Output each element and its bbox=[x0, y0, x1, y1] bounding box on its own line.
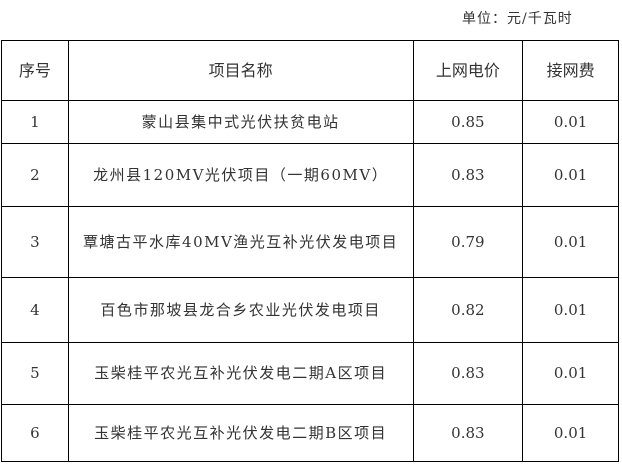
price-table: 序号 项目名称 上网电价 接网费 1 蒙山县集中式光伏扶贫电站 0.85 0.0… bbox=[1, 40, 619, 462]
cell-no: 1 bbox=[1, 100, 69, 144]
table-row: 5 玉柴桂平农光互补光伏发电二期A区项目 0.83 0.01 bbox=[1, 342, 619, 405]
cell-no: 6 bbox=[1, 404, 69, 462]
cell-name: 蒙山县集中式光伏扶贫电站 bbox=[67, 100, 414, 144]
table-row: 1 蒙山县集中式光伏扶贫电站 0.85 0.01 bbox=[1, 100, 619, 144]
cell-name: 覃塘古平水库40MV渔光互补光伏发电项目 bbox=[67, 206, 414, 278]
cell-name: 百色市那坡县龙合乡农业光伏发电项目 bbox=[67, 277, 414, 343]
cell-name: 玉柴桂平农光互补光伏发电二期A区项目 bbox=[67, 342, 414, 405]
table-row: 4 百色市那坡县龙合乡农业光伏发电项目 0.82 0.01 bbox=[1, 277, 619, 343]
cell-fee: 0.01 bbox=[522, 143, 619, 207]
cell-no: 2 bbox=[1, 143, 69, 207]
cell-price: 0.83 bbox=[412, 342, 524, 405]
cell-fee: 0.01 bbox=[522, 206, 619, 278]
cell-no: 3 bbox=[1, 206, 69, 278]
cell-fee: 0.01 bbox=[522, 100, 619, 144]
cell-price: 0.83 bbox=[412, 143, 524, 207]
cell-name: 龙州县120MV光伏项目（一期60MV） bbox=[67, 143, 414, 207]
cell-no: 5 bbox=[1, 342, 69, 405]
cell-no: 4 bbox=[1, 277, 69, 343]
header-price: 上网电价 bbox=[412, 40, 524, 101]
cell-price: 0.85 bbox=[412, 100, 524, 144]
cell-price: 0.79 bbox=[412, 206, 524, 278]
cell-name: 玉柴桂平农光互补光伏发电二期B区项目 bbox=[67, 404, 414, 462]
cell-price: 0.82 bbox=[412, 277, 524, 343]
cell-fee: 0.01 bbox=[522, 404, 619, 462]
table-row: 2 龙州县120MV光伏项目（一期60MV） 0.83 0.01 bbox=[1, 143, 619, 207]
header-name: 项目名称 bbox=[67, 40, 414, 101]
cell-price: 0.83 bbox=[412, 404, 524, 462]
cell-fee: 0.01 bbox=[522, 342, 619, 405]
cell-fee: 0.01 bbox=[522, 277, 619, 343]
table-row: 3 覃塘古平水库40MV渔光互补光伏发电项目 0.79 0.01 bbox=[1, 206, 619, 278]
table-row: 6 玉柴桂平农光互补光伏发电二期B区项目 0.83 0.01 bbox=[1, 404, 619, 462]
unit-note: 单位：元/千瓦时 bbox=[462, 11, 573, 27]
header-fee: 接网费 bbox=[522, 40, 619, 101]
header-no: 序号 bbox=[1, 40, 69, 101]
table-header-row: 序号 项目名称 上网电价 接网费 bbox=[1, 40, 619, 101]
